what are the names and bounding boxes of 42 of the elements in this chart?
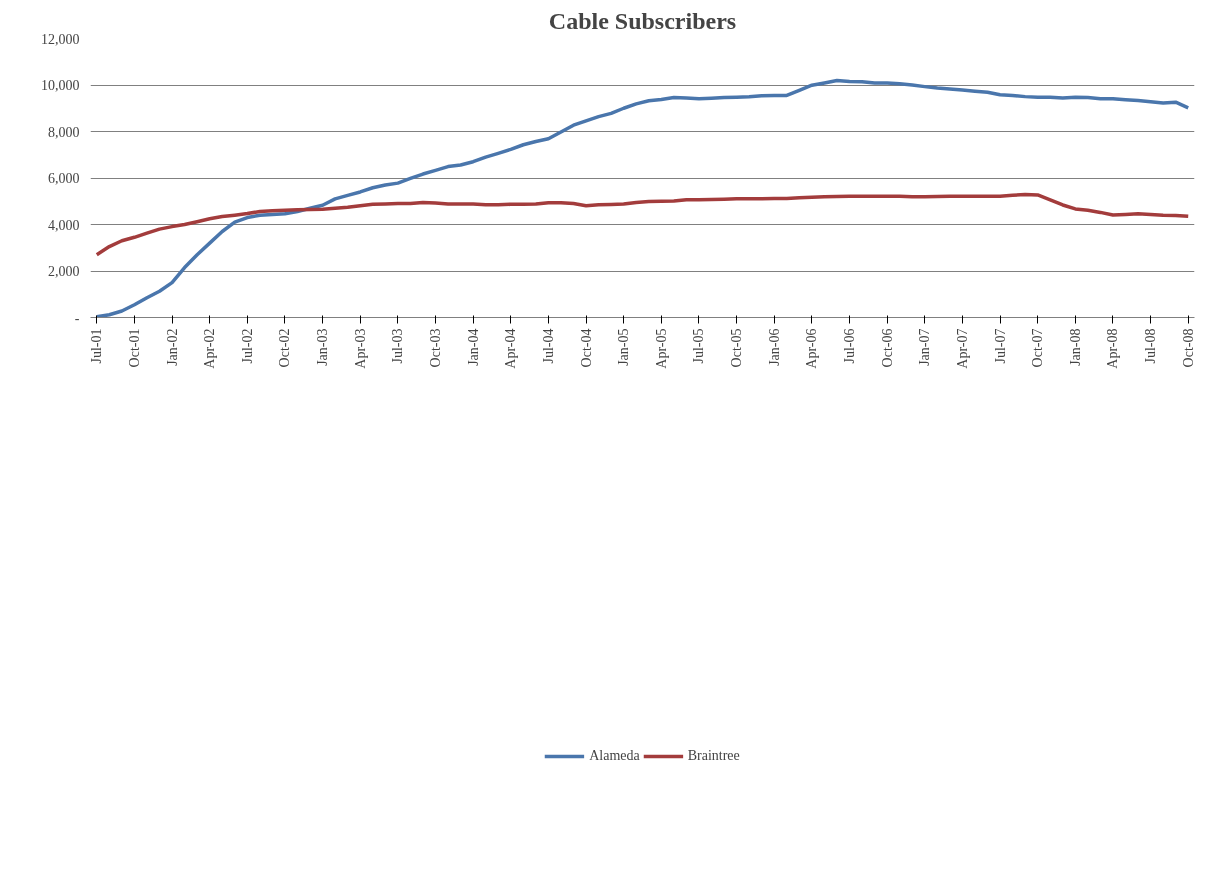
x-tick-label: Apr-06 — [804, 328, 820, 369]
x-tick-label: Oct-04 — [578, 328, 594, 368]
x-tick-label: Jul-02 — [239, 328, 255, 364]
line-series — [95, 192, 1190, 257]
x-tick-label: Oct-02 — [277, 328, 293, 368]
x-tick-label: Jul-06 — [842, 328, 857, 364]
y-tick-label: - — [74, 310, 80, 326]
x-tick-label: Oct-06 — [879, 328, 895, 368]
y-tick-label: 2,000 — [48, 264, 80, 279]
y-tick-label: 8,000 — [48, 124, 80, 140]
x-tick-label: Jan-03 — [315, 328, 331, 366]
chart-title: Cable Subscribers — [548, 7, 737, 34]
legend-label: Braintree — [687, 748, 740, 764]
y-tick-label: 6,000 — [48, 171, 80, 186]
y-tick-label: 12,000 — [41, 31, 80, 47]
x-tick-label: Jul-01 — [89, 328, 105, 364]
x-tick-label: Apr-08 — [1105, 328, 1121, 369]
y-tick-label: 4,000 — [48, 217, 80, 233]
line-series — [95, 78, 1190, 318]
x-tick-label: Apr-04 — [503, 328, 519, 369]
x-tick-label: Jan-07 — [917, 328, 933, 366]
x-tick-label: Jul-04 — [540, 328, 556, 364]
x-tick-label: Oct-03 — [428, 328, 443, 368]
x-tick-label: Oct-08 — [1180, 328, 1196, 368]
x-tick-label: Oct-07 — [1030, 328, 1046, 368]
x-tick-label: Jul-05 — [691, 328, 707, 364]
x-tick-label: Jul-08 — [1143, 328, 1159, 364]
x-tick-label: Oct-01 — [126, 328, 142, 368]
x-tick-label: Jan-06 — [766, 328, 782, 366]
x-tick-label: Jul-07 — [992, 328, 1008, 364]
x-tick-label: Oct-05 — [729, 328, 745, 368]
x-tick-label: Jan-05 — [616, 328, 632, 366]
y-tick-label: 10,000 — [41, 78, 80, 93]
x-tick-label: Apr-07 — [954, 328, 970, 369]
x-tick-label: Jan-02 — [164, 328, 180, 366]
x-tick-label: Apr-05 — [653, 328, 669, 369]
x-tick-label: Jul-03 — [390, 328, 406, 364]
x-tick-label: Jan-08 — [1067, 328, 1083, 366]
x-tick-label: Jan-04 — [465, 328, 481, 366]
x-tick-label: Apr-02 — [202, 328, 218, 369]
x-tick-label: Apr-03 — [352, 328, 368, 369]
legend-label: Alameda — [589, 748, 640, 764]
